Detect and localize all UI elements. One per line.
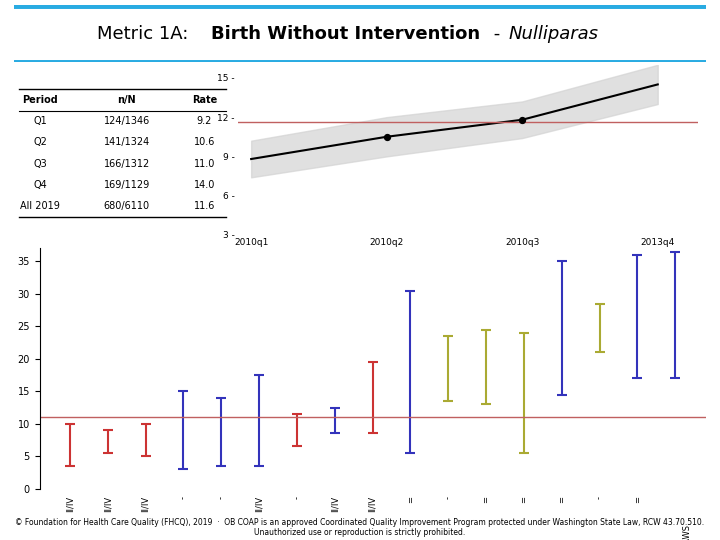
Text: 10.6: 10.6 bbox=[194, 137, 215, 147]
Point bbox=[381, 132, 392, 141]
Point bbox=[516, 116, 528, 124]
Text: Q1: Q1 bbox=[33, 116, 48, 126]
Text: Nulliparas: Nulliparas bbox=[508, 25, 598, 43]
Text: n/N: n/N bbox=[117, 95, 136, 105]
Text: 11.6: 11.6 bbox=[194, 201, 215, 211]
Text: -: - bbox=[488, 25, 506, 43]
Text: 124/1346: 124/1346 bbox=[104, 116, 150, 126]
Text: Q4: Q4 bbox=[33, 180, 48, 190]
Text: Period: Period bbox=[22, 95, 58, 105]
Text: All 2019: All 2019 bbox=[20, 201, 60, 211]
Text: 11.0: 11.0 bbox=[194, 159, 215, 168]
Text: 169/1129: 169/1129 bbox=[104, 180, 150, 190]
Text: 141/1324: 141/1324 bbox=[104, 137, 150, 147]
Text: MAWS: MAWS bbox=[682, 524, 691, 540]
Text: Q3: Q3 bbox=[33, 159, 48, 168]
Text: Rate: Rate bbox=[192, 95, 217, 105]
Text: 166/1312: 166/1312 bbox=[104, 159, 150, 168]
Text: 9.2: 9.2 bbox=[197, 116, 212, 126]
Text: 680/6110: 680/6110 bbox=[104, 201, 150, 211]
Text: Metric 1A:: Metric 1A: bbox=[97, 25, 194, 43]
Text: 14.0: 14.0 bbox=[194, 180, 215, 190]
Text: Q2: Q2 bbox=[33, 137, 48, 147]
FancyBboxPatch shape bbox=[7, 5, 713, 63]
Text: © Foundation for Health Care Quality (FHCQ), 2019  ·  OB COAP is an approved Coo: © Foundation for Health Care Quality (FH… bbox=[15, 518, 705, 537]
Text: Birth Without Intervention: Birth Without Intervention bbox=[212, 25, 480, 43]
